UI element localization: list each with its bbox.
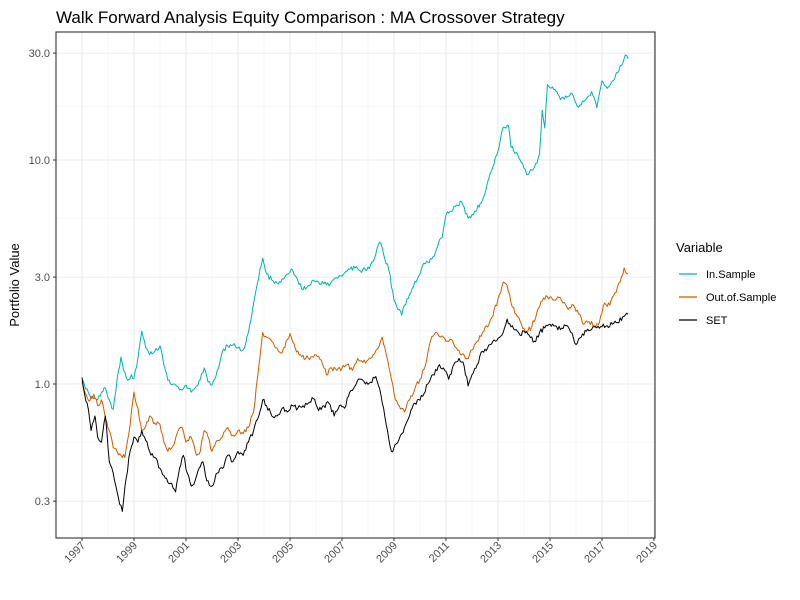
legend: Variable In.Sample Out.of.Sample SET xyxy=(676,240,776,327)
y-tick-label: 30.0 xyxy=(29,48,50,60)
x-tick-label: 2007 xyxy=(322,540,348,566)
series-line-set xyxy=(81,312,629,512)
y-tick-label: 10.0 xyxy=(29,155,50,167)
y-axis: 0.3 1.0 3.0 10.0 30.0 xyxy=(29,48,56,508)
plot-panel-border xyxy=(55,31,656,539)
x-tick-label: 2003 xyxy=(218,540,244,566)
x-tick-label: 2017 xyxy=(582,540,608,566)
legend-label: In.Sample xyxy=(706,269,756,281)
chart-title: Walk Forward Analysis Equity Comparison … xyxy=(56,8,565,27)
y-tick-label: 3.0 xyxy=(35,272,50,284)
y-tick-label: 1.0 xyxy=(35,379,50,391)
x-axis: 1997 1999 2001 2003 2005 2007 2009 2011 2013 2015… xyxy=(62,538,660,565)
x-tick-label: 1999 xyxy=(114,540,140,566)
x-tick-label: 2015 xyxy=(530,540,556,566)
grid-lines xyxy=(56,32,655,538)
series-line-in-sample xyxy=(81,54,629,410)
legend-title: Variable xyxy=(676,240,723,255)
y-tick-label: 0.3 xyxy=(35,496,50,508)
legend-item: Out.of.Sample xyxy=(679,292,776,304)
series-line-out-of-sample xyxy=(81,267,629,459)
x-tick-label: 1997 xyxy=(62,540,88,566)
x-tick-label: 2005 xyxy=(270,540,296,566)
x-tick-label: 2009 xyxy=(374,540,400,566)
x-tick-label: 2013 xyxy=(478,540,504,566)
x-tick-label: 2001 xyxy=(166,540,192,566)
legend-label: Out.of.Sample xyxy=(706,292,776,304)
x-tick-label: 2019 xyxy=(634,540,660,566)
legend-item: In.Sample xyxy=(679,269,756,281)
y-axis-title: Portfolio Value xyxy=(7,243,22,327)
x-tick-label: 2011 xyxy=(427,540,452,565)
legend-item: SET xyxy=(679,315,728,327)
legend-label: SET xyxy=(706,315,728,327)
series-layer xyxy=(81,54,629,512)
